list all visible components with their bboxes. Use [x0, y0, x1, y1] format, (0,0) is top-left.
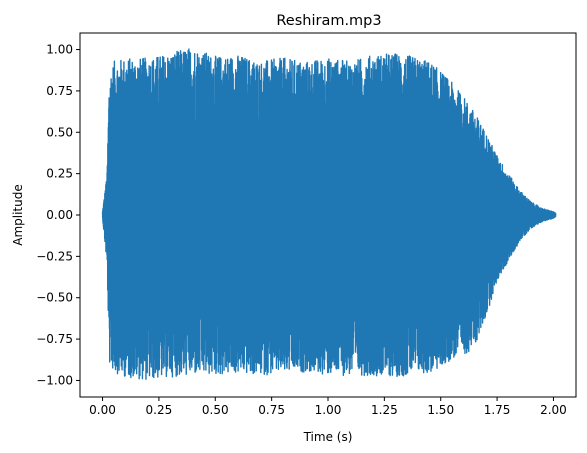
y-tick-label: 0.25	[46, 167, 73, 181]
y-tick-label: 1.00	[46, 43, 73, 57]
y-tick-label: −1.00	[36, 373, 73, 387]
y-axis: 1.00 0.75 0.50 0.25 0.00 −0.25 −0.50 −0.75 −1.00	[36, 43, 80, 388]
x-tick-label: 1.25	[371, 403, 398, 417]
waveform-series-line	[103, 49, 556, 379]
x-tick-label: 1.50	[427, 403, 454, 417]
y-tick-label: 0.75	[46, 84, 73, 98]
x-axis: 0.00 0.25 0.50 0.75 1.00 1.25 1.50 1.75 2.00	[89, 397, 567, 417]
x-tick-label: 0.50	[202, 403, 229, 417]
x-tick-label: 0.75	[258, 403, 285, 417]
y-tick-label: 0.50	[46, 125, 73, 139]
x-axis-label: Time (s)	[303, 430, 353, 444]
y-tick-label: −0.25	[36, 249, 73, 263]
y-tick-label: −0.75	[36, 332, 73, 346]
y-axis-label: Amplitude	[11, 184, 25, 246]
x-tick-label: 1.75	[484, 403, 511, 417]
x-tick-label: 0.00	[89, 403, 116, 417]
chart-title: Reshiram.mp3	[276, 13, 381, 29]
x-tick-label: 2.00	[540, 403, 567, 417]
y-tick-label: −0.50	[36, 291, 73, 305]
y-tick-label: 0.00	[46, 208, 73, 222]
x-tick-label: 1.00	[315, 403, 342, 417]
plot-area	[103, 49, 556, 379]
x-tick-label: 0.25	[146, 403, 173, 417]
